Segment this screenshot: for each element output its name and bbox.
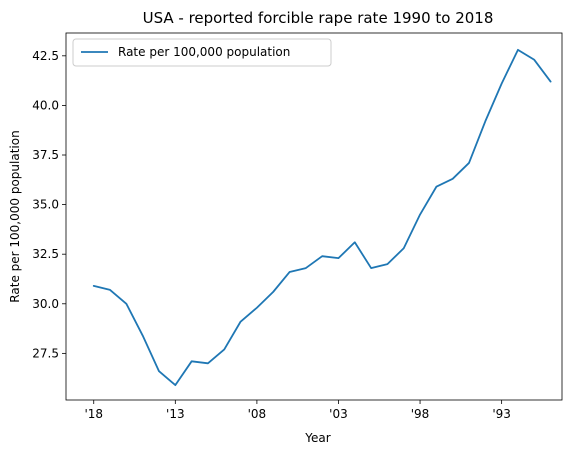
series-layer [92,48,552,387]
plot-frame [65,32,563,401]
plot-area [66,33,562,400]
x-tick-label: '93 [492,407,511,421]
chart-title: USA - reported forcible rape rate 1990 t… [143,9,494,27]
y-axis: 27.5 30.0 32.5 35.0 37.5 40.0 42.5 [32,49,66,360]
legend-box [72,38,332,67]
x-tick-label: '18 [84,407,103,421]
x-tick-label: '08 [248,407,267,421]
x-axis: '18 '13 '08 '03 '98 '93 [84,400,511,421]
x-tick-label: '13 [166,407,185,421]
y-tick-label: 37.5 [32,148,59,162]
x-tick-label: '03 [329,407,348,421]
y-tick-label: 32.5 [32,247,59,261]
legend-label: Rate per 100,000 population [118,45,290,59]
y-tick-label: 35.0 [32,198,59,212]
series-line [92,48,552,387]
x-axis-label: Year [304,431,330,445]
y-tick-label: 27.5 [32,346,59,360]
y-tick-label: 30.0 [32,297,59,311]
y-tick-label: 40.0 [32,98,59,112]
legend: Rate per 100,000 population [72,38,332,67]
x-tick-label: '98 [411,407,430,421]
y-tick-label: 42.5 [32,49,59,63]
y-axis-label: Rate per 100,000 population [8,130,22,302]
